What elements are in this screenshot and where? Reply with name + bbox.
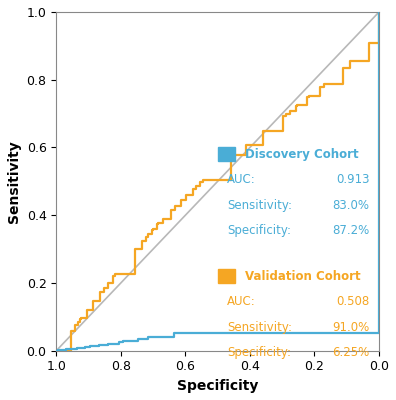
FancyBboxPatch shape xyxy=(218,147,235,161)
Text: 6.25%: 6.25% xyxy=(332,346,369,359)
Text: Discovery Cohort: Discovery Cohort xyxy=(245,148,359,161)
Text: 0.913: 0.913 xyxy=(336,173,369,186)
Text: 0.508: 0.508 xyxy=(336,295,369,308)
Text: Sensitivity:: Sensitivity: xyxy=(227,320,292,334)
Text: 87.2%: 87.2% xyxy=(332,224,369,237)
Text: Specificity:: Specificity: xyxy=(227,224,291,237)
Text: AUC:: AUC: xyxy=(227,173,256,186)
Y-axis label: Sensitivity: Sensitivity xyxy=(7,140,21,223)
Text: Validation Cohort: Validation Cohort xyxy=(245,270,361,283)
FancyBboxPatch shape xyxy=(218,269,235,283)
Text: AUC:: AUC: xyxy=(227,295,256,308)
Text: Sensitivity:: Sensitivity: xyxy=(227,198,292,212)
X-axis label: Specificity: Specificity xyxy=(177,379,258,393)
Text: 91.0%: 91.0% xyxy=(332,320,369,334)
Text: 83.0%: 83.0% xyxy=(332,198,369,212)
Text: Specificity:: Specificity: xyxy=(227,346,291,359)
